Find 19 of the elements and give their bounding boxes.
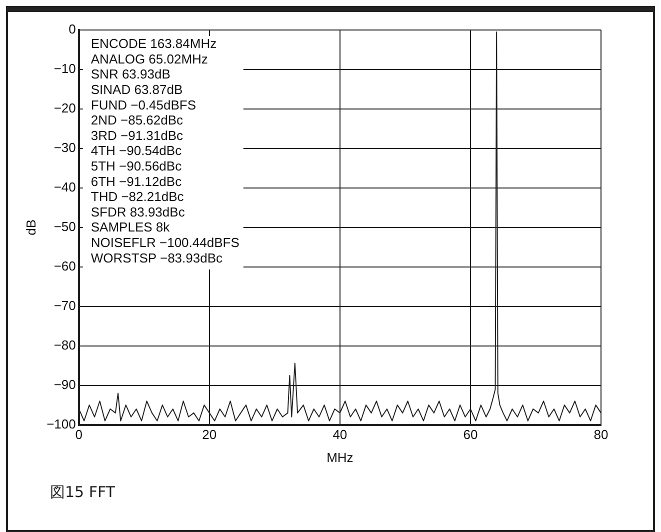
y-tick-label: −50 [54,218,76,234]
y-axis-title: dB [23,219,38,236]
x-tick-label: 20 [202,427,217,442]
y-tick-label: −90 [54,376,76,392]
y-tick-label: −70 [54,298,76,313]
y-tick-label: −40 [54,180,76,194]
y-tick-label: −80 [54,337,76,352]
caption: 図15 FFT [50,483,116,502]
x-tick-label: 40 [332,427,348,442]
x-tick-label: 80 [594,427,608,442]
y-tick-label: −20 [54,100,76,116]
x-tick-label: 60 [463,427,478,442]
y-tick-label: 0 [68,22,76,37]
y-tick-label: −60 [54,258,76,274]
y-tick-label: −100 [46,416,76,432]
x-axis-title: MHz [326,450,354,465]
text: ENCODE 163.84MHz ANALOG 65.02MHz SNR 63.93dB SINAD 63.87dB FUND −0.45dBFS 2ND −85.62dBc 3RD −91.31dBc 4TH −90.54dBc 5TH −90.56dBc 6TH −91.12dBc THD −82.21dBc SFDR 83.93dBc SAMPLES 8k NOISEFLR −100.44dBFS WORSTSP −83.93dBc [90,36,240,266]
y-tick-label: −30 [54,140,76,156]
y-tick-label: −10 [54,61,76,76]
